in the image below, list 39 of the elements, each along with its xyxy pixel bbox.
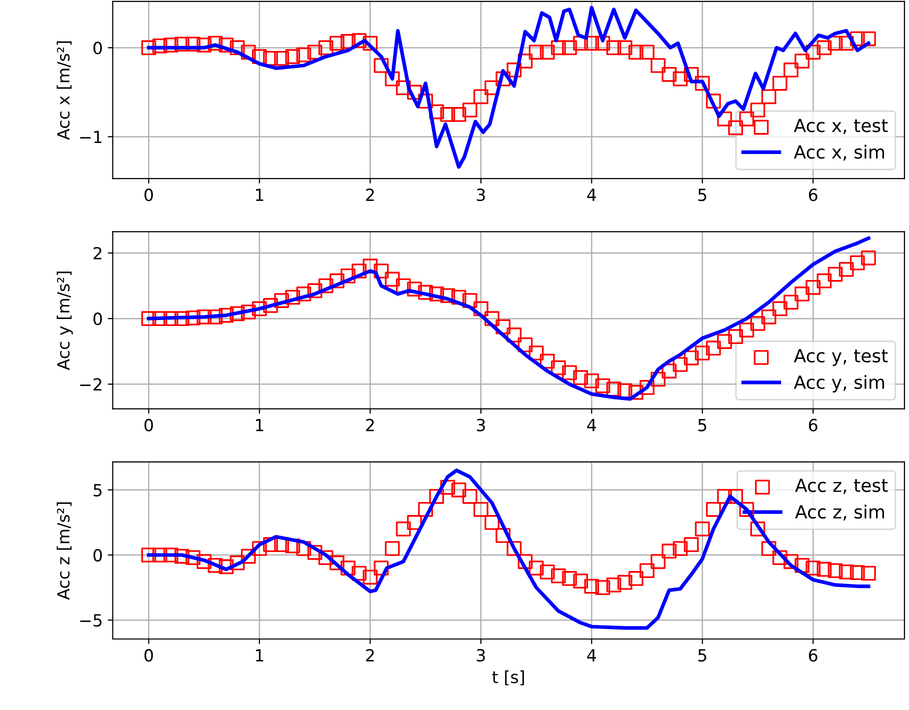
- y-tick-label: 0: [93, 42, 102, 54]
- y-tick-label: 5: [94, 484, 102, 496]
- x-tick-label: 4: [587, 649, 596, 662]
- x-tick-label: 4: [587, 188, 596, 201]
- y-tick-label: −5: [80, 614, 102, 627]
- y-tick-label: −2: [80, 378, 102, 390]
- x-tick-label: 6: [808, 649, 818, 662]
- y-axis-title: Acc y [m/s²]: [56, 272, 73, 370]
- x-tick-label: 0: [144, 649, 153, 662]
- x-tick-label: 3: [476, 188, 485, 202]
- y-tick-label: 0: [93, 548, 102, 562]
- x-tick-label: 6: [808, 418, 818, 432]
- x-tick-label: 2: [366, 188, 374, 201]
- x-tick-label: 0: [144, 418, 153, 432]
- legend-label: Acc x, test: [794, 118, 888, 134]
- y-tick-label: −1: [80, 130, 102, 144]
- legend-label: Acc y, sim: [794, 375, 884, 393]
- x-tick-label: 4: [587, 419, 596, 432]
- x-tick-label: 6: [808, 188, 818, 202]
- x-tick-label: 3: [476, 649, 485, 662]
- x-tick-label: 1: [256, 649, 264, 662]
- x-tick-label: 1: [256, 419, 264, 432]
- y-axis-title: Acc z [m/s²]: [56, 502, 72, 600]
- x-tick-label: 5: [698, 419, 706, 432]
- legend-label: Acc z, sim: [795, 504, 884, 520]
- legend-label: Acc x, sim: [794, 144, 884, 161]
- x-tick-label: 3: [476, 418, 485, 432]
- x-tick-label: 5: [698, 649, 706, 662]
- x-tick-label: 5: [698, 188, 706, 202]
- x-tick-label: 2: [366, 418, 374, 432]
- legend-label: Acc y, test: [794, 349, 888, 366]
- x-axis-title: t [s]: [492, 670, 524, 686]
- y-tick-label: 2: [94, 246, 102, 260]
- x-tick-label: 0: [144, 188, 153, 202]
- y-axis-title: Acc x [m/s²]: [56, 41, 72, 140]
- legend-label: Acc z, test: [795, 478, 888, 494]
- x-tick-label: 2: [366, 649, 374, 662]
- x-tick-label: 1: [256, 188, 264, 201]
- y-tick-label: 0: [93, 312, 102, 326]
